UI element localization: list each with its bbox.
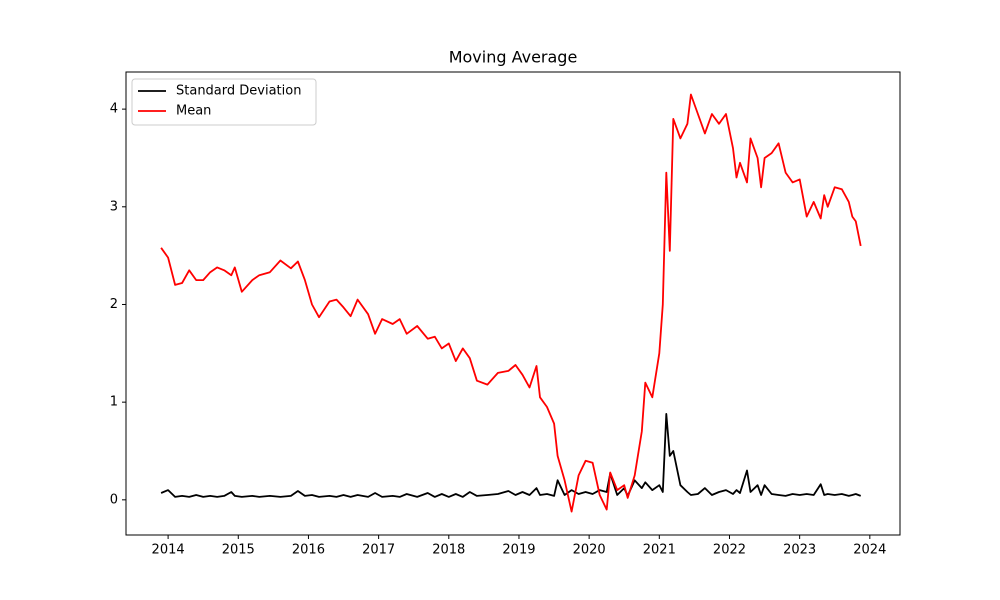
y-tick-label: 3 bbox=[110, 199, 118, 214]
y-tick-label: 2 bbox=[110, 297, 118, 312]
x-tick-label: 2014 bbox=[152, 543, 185, 558]
x-tick-label: 2018 bbox=[432, 543, 465, 558]
series-line bbox=[160, 413, 862, 498]
y-tick-label: 1 bbox=[110, 395, 118, 410]
y-tick-label: 0 bbox=[110, 492, 118, 507]
chart-title: Moving Average bbox=[449, 48, 578, 67]
series-line bbox=[160, 93, 862, 513]
x-tick-label: 2023 bbox=[783, 543, 816, 558]
x-tick-label: 2024 bbox=[853, 543, 886, 558]
x-tick-label: 2017 bbox=[362, 543, 395, 558]
x-tick-label: 2016 bbox=[292, 543, 325, 558]
y-tick-label: 4 bbox=[110, 102, 118, 117]
legend-label: Mean bbox=[176, 104, 211, 119]
x-tick-label: 2021 bbox=[643, 543, 676, 558]
legend-box bbox=[131, 78, 317, 126]
plot-frame bbox=[125, 71, 901, 536]
x-tick-label: 2022 bbox=[713, 543, 746, 558]
x-tick-label: 2015 bbox=[222, 543, 255, 558]
x-tick-label: 2020 bbox=[573, 543, 606, 558]
legend: Standard Deviation Mean bbox=[131, 78, 317, 126]
legend-label: Standard Deviation bbox=[176, 84, 301, 99]
x-tick-label: 2019 bbox=[502, 543, 535, 558]
